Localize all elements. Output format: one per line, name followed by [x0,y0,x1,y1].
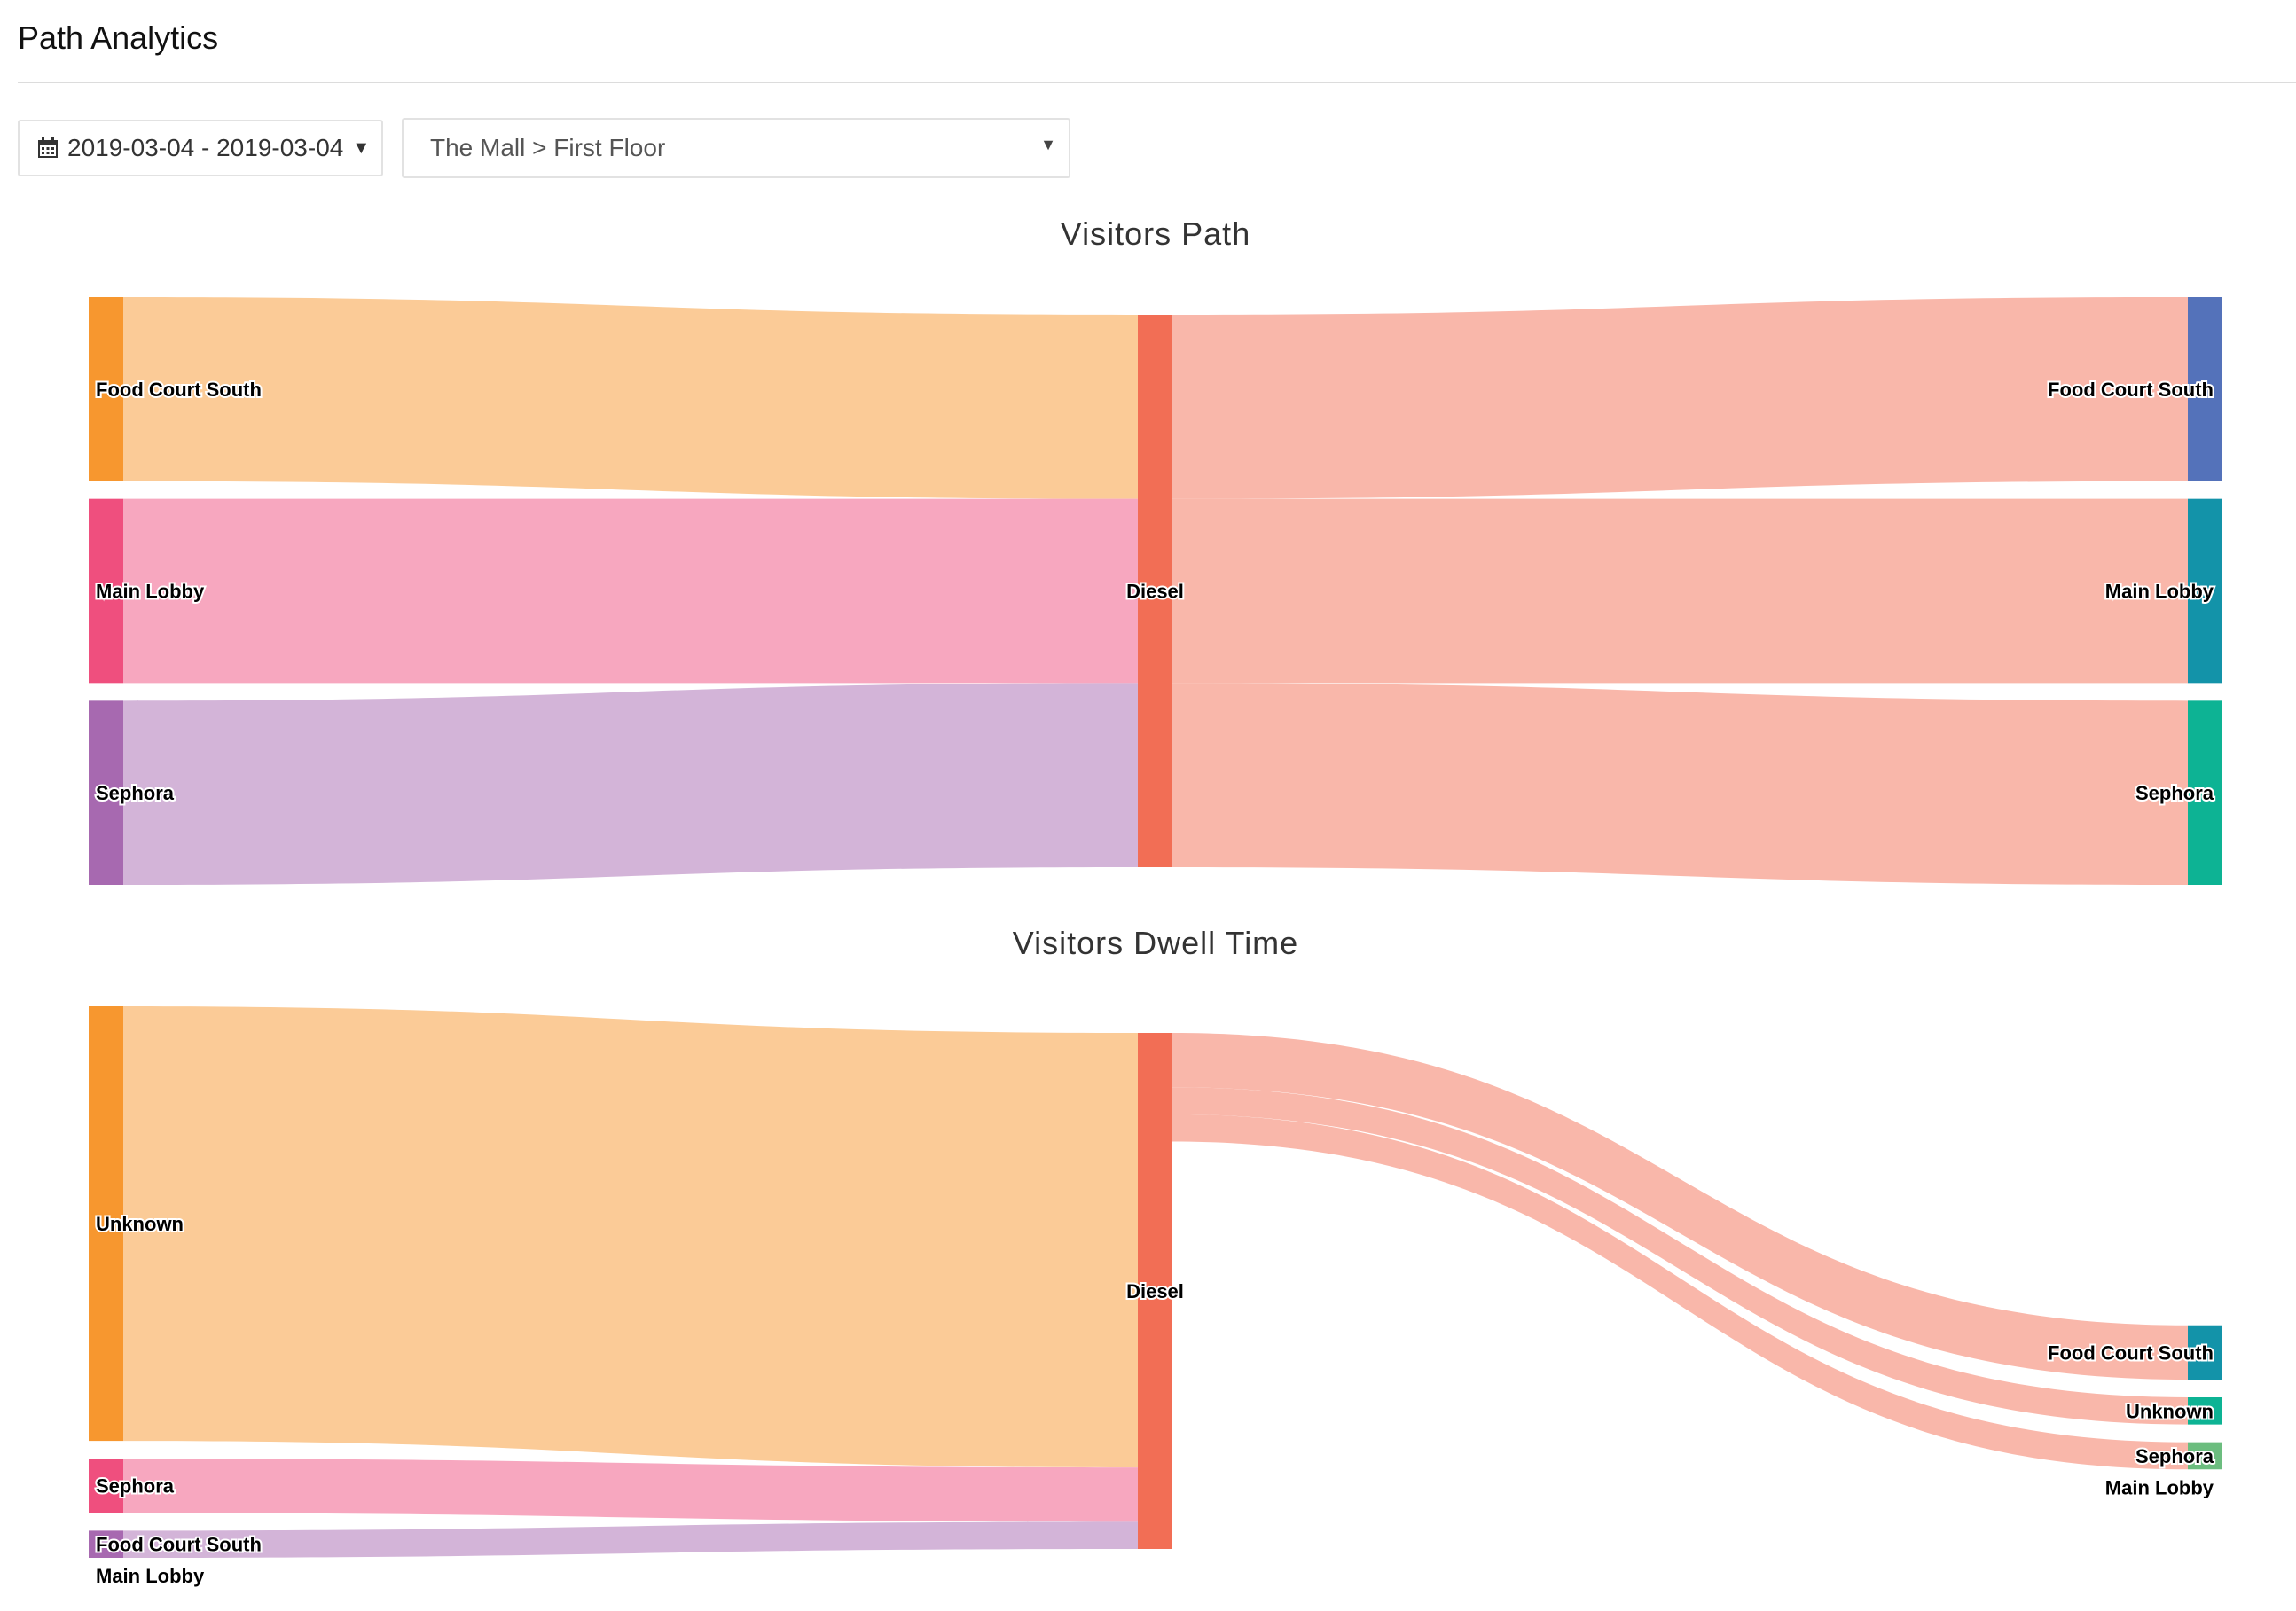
sankey-link [123,1006,1138,1468]
sankey-link [123,1521,1138,1558]
node-label: Food Court South [96,1534,262,1556]
caret-down-icon: ▼ [352,137,371,158]
nodes-0: Food Court South Main Lobby Sephora Diesel F… [89,297,2222,885]
date-range-value: 2019-03-04 - 2019-03-04 [67,134,344,161]
node-label: Food Court South [2048,379,2214,401]
sankey-node [1138,315,1172,867]
sankey-node [1138,1033,1172,1549]
sankey-link [123,297,1138,499]
links-0 [123,297,2188,885]
sankey-node [89,700,123,885]
sankey-node [2188,1397,2222,1425]
sankey-node [2188,1325,2222,1380]
sankey-node [2188,297,2222,481]
sankey-link [123,683,1138,885]
page-title: Path Analytics [18,20,219,56]
node-label: Diesel [1126,581,1184,603]
sankey-node [2188,700,2222,885]
date-range-picker[interactable]: 2019-03-04 - 2019-03-04 ▼ [18,120,383,176]
sankey-node [89,1006,123,1442]
sankey-node [89,297,123,481]
sankey-link [123,1459,1138,1522]
sankey-node [2188,498,2222,684]
node-label: Sephora [2135,1445,2214,1467]
node-label: Sephora [96,1475,175,1498]
sankey-link [1172,1033,2188,1380]
location-select-value: The Mall > First Floor [430,134,666,161]
sankey-node [89,1530,123,1558]
node-label: Main Lobby [2105,1476,2214,1498]
sankey-link [1172,498,2188,684]
sankey-node [89,498,123,684]
sankey-link [1172,683,2188,885]
node-label: Food Court South [96,379,262,401]
node-label: Diesel [1126,1280,1184,1302]
chart-title-1: Visitors Dwell Time [1013,925,1298,961]
node-label: Main Lobby [96,1565,205,1587]
node-label: Main Lobby [2105,581,2214,603]
nodes-1: Unknown Sephora Food Court South Main Lobby… [89,1006,2222,1589]
dropdown-arrow-icon: ▼ [1040,136,1056,153]
sankey-link [123,498,1138,684]
node-label: Sephora [2135,782,2214,804]
sankey-link [1172,1114,2188,1470]
links-1 [123,1006,2188,1558]
calendar-icon [38,137,58,158]
sankey-link [1172,1087,2188,1425]
node-label: Sephora [96,782,175,804]
page-header: Path Analytics [18,16,2296,83]
node-label: Main Lobby [96,581,205,603]
sankey-node [89,1459,123,1513]
node-label: Unknown [96,1213,184,1235]
location-select[interactable]: The Mall > First Floor ▼ [402,118,1070,178]
node-label: Unknown [2126,1400,2214,1422]
chart-title-0: Visitors Path [1061,215,1250,252]
sankey-node [2188,1442,2222,1470]
node-label: Food Court South [2048,1341,2214,1364]
sankey-link [1172,297,2188,499]
